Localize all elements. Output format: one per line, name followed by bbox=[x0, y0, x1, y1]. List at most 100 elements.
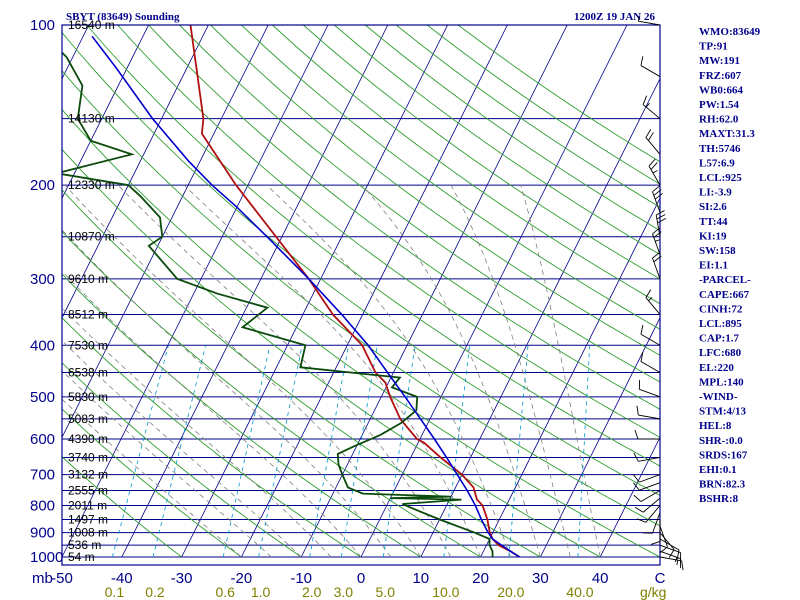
wind-barb bbox=[652, 185, 663, 213]
sounding-index-item: SRDS:167 bbox=[699, 449, 748, 461]
sounding-index-item: TT:44 bbox=[699, 216, 728, 228]
wind-barb bbox=[633, 482, 661, 491]
height-tick-label: 6538 m bbox=[68, 366, 108, 380]
mixing-ratio-label: 40.0 bbox=[566, 584, 593, 600]
height-tick-label: 4390 m bbox=[68, 432, 108, 446]
temperature-tick-label: -10 bbox=[290, 570, 312, 587]
mixing-ratio-line bbox=[258, 345, 303, 558]
sounding-index-item: LFC:680 bbox=[699, 347, 742, 359]
isotherm-line bbox=[540, 316, 660, 558]
plot-frame bbox=[61, 24, 661, 566]
pressure-tick-label: 1000 bbox=[30, 549, 63, 566]
mixing-ratio-line bbox=[443, 345, 471, 558]
height-tick-label: 14130 m bbox=[68, 112, 115, 126]
sounding-index-item: HEL:8 bbox=[699, 420, 732, 432]
dry-adiabat-line bbox=[117, 25, 660, 438]
sounding-index-item: RH:62.0 bbox=[699, 114, 739, 126]
height-tick-label: 8512 m bbox=[68, 307, 108, 321]
sounding-profiles bbox=[62, 25, 520, 558]
wind-barb bbox=[648, 158, 661, 186]
dry-adiabat-line bbox=[62, 148, 601, 558]
wind-barb bbox=[642, 512, 661, 534]
pressure-tick-label: 300 bbox=[30, 271, 55, 288]
dry-adiabat-line bbox=[62, 317, 362, 558]
dry-adiabat-line bbox=[62, 408, 242, 558]
mixing-ratio-line bbox=[340, 345, 378, 558]
temperature-tick-label: -30 bbox=[171, 570, 193, 587]
temperature-tick-label: -50 bbox=[51, 570, 73, 587]
pressure-unit-label: mb bbox=[32, 570, 53, 587]
height-tick-label: 1497 m bbox=[68, 512, 108, 526]
isotherm-line bbox=[0, 25, 29, 557]
dry-adiabat-line bbox=[210, 25, 660, 356]
wind-barb bbox=[659, 532, 675, 558]
temperature-tick-label: -20 bbox=[231, 570, 253, 587]
sounding-index-item: EHI:0.1 bbox=[699, 464, 737, 476]
dewpoint-profile-line bbox=[62, 51, 494, 558]
mixing-ratio-line bbox=[309, 345, 349, 558]
sounding-index-item: -WIND- bbox=[699, 391, 738, 403]
isotherm-line bbox=[62, 25, 269, 439]
height-tick-label: 3740 m bbox=[68, 450, 108, 464]
isotherm-line bbox=[360, 25, 628, 558]
height-tick-label: 5083 m bbox=[68, 412, 108, 426]
height-tick-label: 3132 m bbox=[68, 468, 108, 482]
temperature-axis-labels: -50 -40 -30 -20 -10 0 10 20 30 40 C bbox=[51, 570, 665, 587]
sounding-index-item: BRN:82.3 bbox=[699, 479, 746, 491]
moist-adiabat-line bbox=[361, 184, 541, 558]
isotherm-line bbox=[599, 436, 660, 558]
isotherm-line bbox=[62, 25, 149, 200]
sounding-index-item: LCL:895 bbox=[699, 318, 742, 330]
wind-barb bbox=[634, 497, 661, 513]
wind-barb bbox=[633, 490, 661, 502]
height-tick-label: 7530 m bbox=[68, 338, 108, 352]
sounding-index-item: CAP:1.7 bbox=[699, 333, 740, 345]
temperature-tick-label: 10 bbox=[412, 570, 429, 587]
sounding-indices-list: WMO:83649 TP:91 MW:191 FRZ:607 WB0:664 PW:1.5… bbox=[699, 26, 761, 505]
wind-barb bbox=[650, 519, 661, 545]
sounding-index-item: BSHR:8 bbox=[699, 493, 739, 505]
wind-barb bbox=[652, 251, 662, 279]
mixing-ratio-line bbox=[577, 345, 591, 558]
sounding-index-item: STM:4/13 bbox=[699, 406, 747, 418]
wind-barb bbox=[636, 405, 661, 420]
sounding-index-item: EL:220 bbox=[699, 362, 734, 374]
mixing-ratio-label: 3.0 bbox=[334, 584, 354, 600]
pressure-tick-label: 200 bbox=[30, 177, 55, 194]
station-title: SBYT (83649) Sounding bbox=[66, 11, 180, 23]
wind-barb bbox=[659, 556, 684, 571]
sounding-index-item: FRZ:607 bbox=[699, 70, 742, 82]
dry-adiabat-line bbox=[179, 25, 660, 383]
sounding-index-item: SI:2.6 bbox=[699, 201, 727, 213]
dry-adiabat-line bbox=[303, 25, 660, 280]
dry-adiabat-line bbox=[62, 189, 541, 558]
dry-adiabat-line bbox=[62, 456, 182, 558]
mixing-ratio-label: 0.2 bbox=[145, 584, 165, 600]
moist-adiabat-line bbox=[117, 184, 452, 558]
mixing-ratio-label: 20.0 bbox=[497, 584, 524, 600]
pressure-tick-label: 400 bbox=[30, 337, 55, 354]
height-tick-label: 536 m bbox=[68, 538, 101, 552]
dry-adiabat-line bbox=[148, 25, 660, 410]
mixing-ratio-label: 0.1 bbox=[105, 584, 125, 600]
isotherm-line bbox=[62, 25, 209, 319]
thermodynamic-grid bbox=[0, 25, 660, 558]
height-tick-label: 10870 m bbox=[68, 230, 115, 244]
height-tick-label: 54 m bbox=[68, 550, 95, 564]
wind-barb bbox=[642, 95, 661, 120]
temperature-tick-label: 40 bbox=[592, 570, 609, 587]
sounding-index-item: SW:158 bbox=[699, 245, 736, 257]
wind-barb bbox=[640, 324, 661, 346]
pressure-tick-label: 100 bbox=[30, 17, 55, 34]
dry-adiabat-line bbox=[62, 230, 481, 558]
mixing-ratio-label: 1.0 bbox=[251, 584, 271, 600]
dry-adiabat-line bbox=[62, 70, 660, 527]
temperature-tick-label: 30 bbox=[532, 570, 549, 587]
mixing-ratio-label: 0.6 bbox=[215, 584, 235, 600]
wind-barbs bbox=[633, 16, 684, 571]
height-tick-label: 9610 m bbox=[68, 272, 108, 286]
wind-barb bbox=[634, 429, 660, 440]
height-labels: 16540 m 14130 m 12330 m 10870 m 9610 m 8512 m… bbox=[68, 18, 115, 564]
wind-barb bbox=[637, 16, 661, 26]
height-tick-label: 1008 m bbox=[68, 526, 108, 540]
